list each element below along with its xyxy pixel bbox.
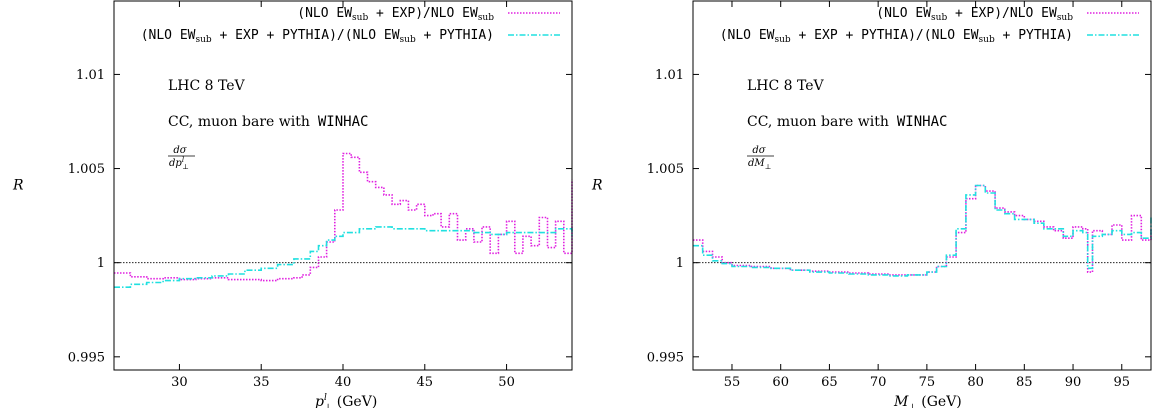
annotation-fraction-denominator: dM⊥: [748, 158, 771, 171]
annotation-den-sub: ⊥: [182, 163, 189, 171]
x-tick-label: 60: [772, 375, 789, 390]
y-tick-label: 0.995: [647, 350, 684, 365]
x-axis-label: M⊥ (GeV): [893, 394, 962, 408]
legend-label-2: (NLO EWsub + EXP + PYTHIA)/(NLO EWsub + …: [141, 28, 494, 45]
y-tick-label: 1.005: [647, 162, 684, 177]
legend-subscript: sub: [931, 13, 947, 23]
legend-text: (NLO EW: [876, 6, 931, 21]
legend-subscript: sub: [352, 13, 368, 23]
legend-subscript: sub: [400, 35, 416, 45]
annotation-energy: LHC 8 TeV: [747, 78, 825, 94]
annotation-fraction-numerator: dσ: [752, 145, 766, 156]
x-axis-label-var: M: [893, 394, 909, 408]
legend-subscript: sub: [196, 35, 212, 45]
annotation-fraction-numerator: dσ: [173, 145, 187, 156]
x-axis-label-unit: (GeV): [917, 394, 962, 408]
x-tick-label: 80: [967, 375, 984, 390]
x-tick-label: 35: [253, 375, 270, 390]
annotation-fraction-denominator: dpl ⊥: [169, 156, 189, 171]
series-1-line: [114, 152, 573, 282]
x-tick-label: 90: [1065, 375, 1082, 390]
x-tick-label: 30: [171, 375, 188, 390]
annotation-process-text: CC, muon bare with: [747, 114, 889, 130]
annotation-den-var: dp: [169, 158, 182, 169]
legend-text: (NLO EW: [720, 28, 775, 43]
legend-label-2: (NLO EWsub + EXP + PYTHIA)/(NLO EWsub + …: [720, 28, 1073, 45]
x-tick-label: 75: [919, 375, 936, 390]
annotation-process: CC, muon bare with WINHAC: [747, 114, 947, 130]
x-tick-label: 65: [821, 375, 838, 390]
x-tick-label: 70: [870, 375, 887, 390]
x-tick-label: 55: [724, 375, 741, 390]
x-axis-label-sub: ⊥: [324, 403, 332, 408]
legend-label-1: (NLO EWsub + EXP)/NLO EWsub: [876, 6, 1073, 23]
series-2-line: [114, 226, 573, 288]
legend-text: + EXP + PYTHIA)/(NLO EW: [791, 28, 979, 43]
x-tick-label: 50: [498, 375, 515, 390]
legend-subscript: sub: [478, 13, 494, 23]
x-axis-label-var: p: [315, 394, 324, 408]
legend-text: + PYTHIA): [416, 28, 494, 43]
x-tick-label: 40: [335, 375, 352, 390]
annotation-den-sup: l: [182, 156, 184, 164]
x-tick-label: 45: [417, 375, 434, 390]
legend-subscript: sub: [775, 35, 791, 45]
annotation-den-var: dM: [748, 158, 765, 169]
y-tick-label: 1: [97, 256, 105, 271]
y-tick-label: 1.005: [68, 162, 105, 177]
legend-label-1: (NLO EWsub + EXP)/NLO EWsub: [297, 6, 494, 23]
legend-text: (NLO EW: [297, 6, 352, 21]
x-axis-label-sup: l: [324, 393, 327, 403]
annotation-den-sub: ⊥: [765, 163, 772, 171]
x-tick-label: 95: [1113, 375, 1130, 390]
y-tick-label: 0.995: [68, 350, 105, 365]
annotation-process: CC, muon bare with WINHAC: [168, 114, 368, 130]
y-axis-label: R: [12, 178, 24, 194]
plot-frame: [692, 0, 1152, 371]
legend-text: + EXP + PYTHIA)/(NLO EW: [212, 28, 400, 43]
series-2-line: [693, 184, 1152, 277]
y-axis-label: R: [591, 178, 603, 194]
legend-text: + PYTHIA): [995, 28, 1073, 43]
x-axis-label-unit: (GeV): [332, 394, 377, 408]
legend-subscript: sub: [979, 35, 995, 45]
x-axis-label: pl ⊥ (GeV): [315, 393, 377, 408]
legend-text: + EXP)/NLO EW: [368, 6, 478, 21]
x-axis-label-sub: ⊥: [908, 403, 916, 408]
legend-text: + EXP)/NLO EW: [947, 6, 1057, 21]
y-tick-label: 1.01: [76, 68, 105, 83]
legend-text: (NLO EW: [141, 28, 196, 43]
annotation-generator: WINHAC: [318, 114, 369, 130]
annotation-process-text: CC, muon bare with: [168, 114, 310, 130]
annotation-generator: WINHAC: [897, 114, 948, 130]
x-tick-label: 85: [1016, 375, 1033, 390]
y-tick-label: 1: [676, 256, 684, 271]
annotation-energy: LHC 8 TeV: [168, 78, 246, 94]
legend-subscript: sub: [1057, 13, 1073, 23]
y-tick-label: 1.01: [655, 68, 684, 83]
